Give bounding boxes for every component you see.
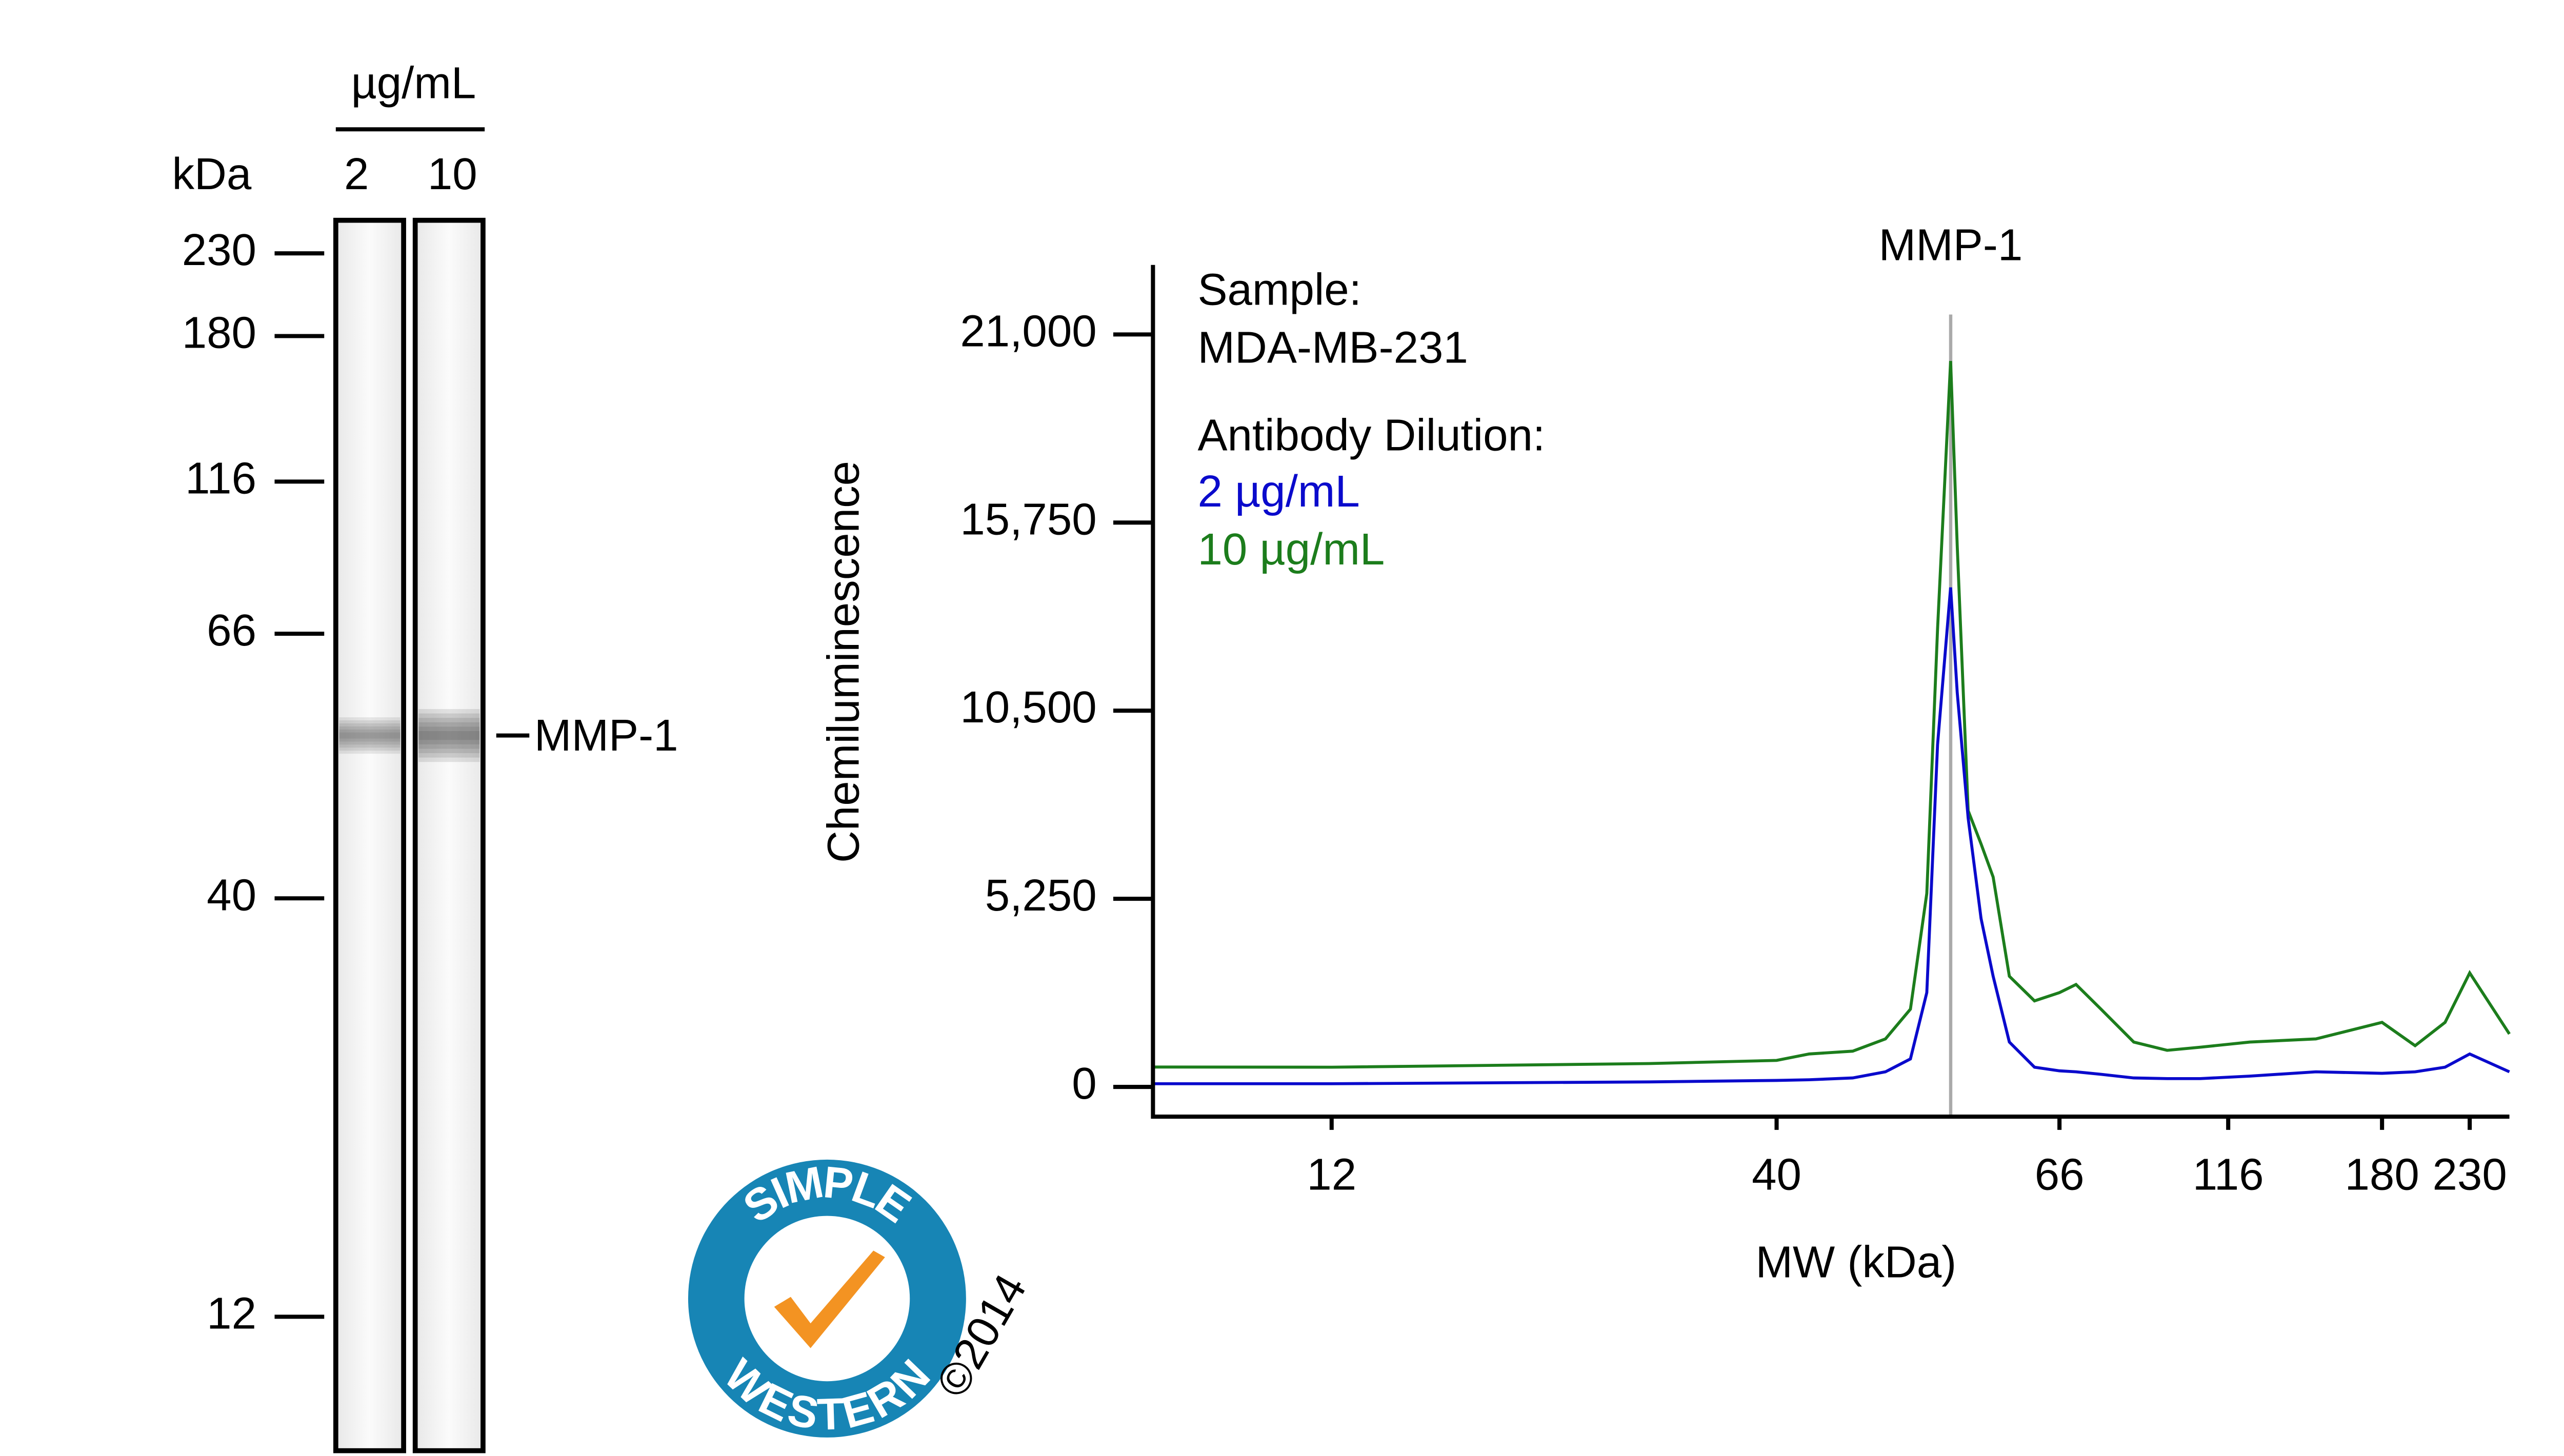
lane-label: 2 [344,149,369,199]
note: MDA-MB-231 [1197,323,1468,373]
band-label: MMP-1 [534,711,678,760]
annotation-label: MMP-1 [1879,220,2023,270]
band-layer [418,722,480,749]
lane [412,217,486,1453]
band-layer [418,718,480,754]
x-tick-label: 116 [2193,1149,2264,1199]
y-tick-label: 15,750 [960,494,1096,544]
logo: SIMPLE WESTERN ©2014 [688,1157,1036,1440]
marker-label: 116 [185,453,256,503]
lane-header: µg/mL [351,58,476,108]
band [339,717,400,754]
y-tick-label: 0 [1072,1059,1096,1108]
legend-entry: 10 µg/mL [1197,524,1385,574]
logo-check [774,1250,885,1348]
x-axis-label: MW (kDa) [1755,1237,1956,1287]
band-layer [418,709,480,762]
x-tick-label: 230 [2432,1149,2507,1199]
logo-inner [744,1216,910,1382]
x-tick-label: 180 [2345,1149,2419,1199]
lane-label: 10 [428,149,477,199]
series-line [1153,587,2510,1085]
band-layer [339,720,400,751]
band-layer [339,717,400,754]
band [418,709,480,762]
note: Sample: [1197,265,1361,315]
band-layer [339,723,400,748]
marker-label: 66 [207,605,256,655]
marker-label: 180 [182,308,256,357]
y-tick-label: 5,250 [985,871,1097,920]
band-layer [418,713,480,758]
note: Antibody Dilution: [1197,410,1545,460]
y-tick-label: 21,000 [960,306,1096,356]
marker-label: 40 [207,870,256,920]
band-layer [339,729,400,742]
lane [333,217,406,1453]
x-tick-label: 12 [1307,1149,1356,1199]
marker-label: 230 [182,225,256,275]
y-tick-label: 10,500 [960,682,1096,732]
series-line [1153,361,2511,1069]
x-tick-label: 40 [1752,1149,1801,1199]
axes [1151,265,2510,1119]
band-layer [339,726,400,745]
y-axis-label: Chemiluminescence [819,461,869,863]
marker-label: 12 [207,1288,256,1338]
lane-axis-label: kDa [172,149,251,199]
band-layer [339,732,400,739]
legend-entry: 2 µg/mL [1197,467,1359,516]
x-tick-label: 66 [2035,1149,2085,1199]
band-layer [418,731,480,740]
band-layer [418,726,480,744]
